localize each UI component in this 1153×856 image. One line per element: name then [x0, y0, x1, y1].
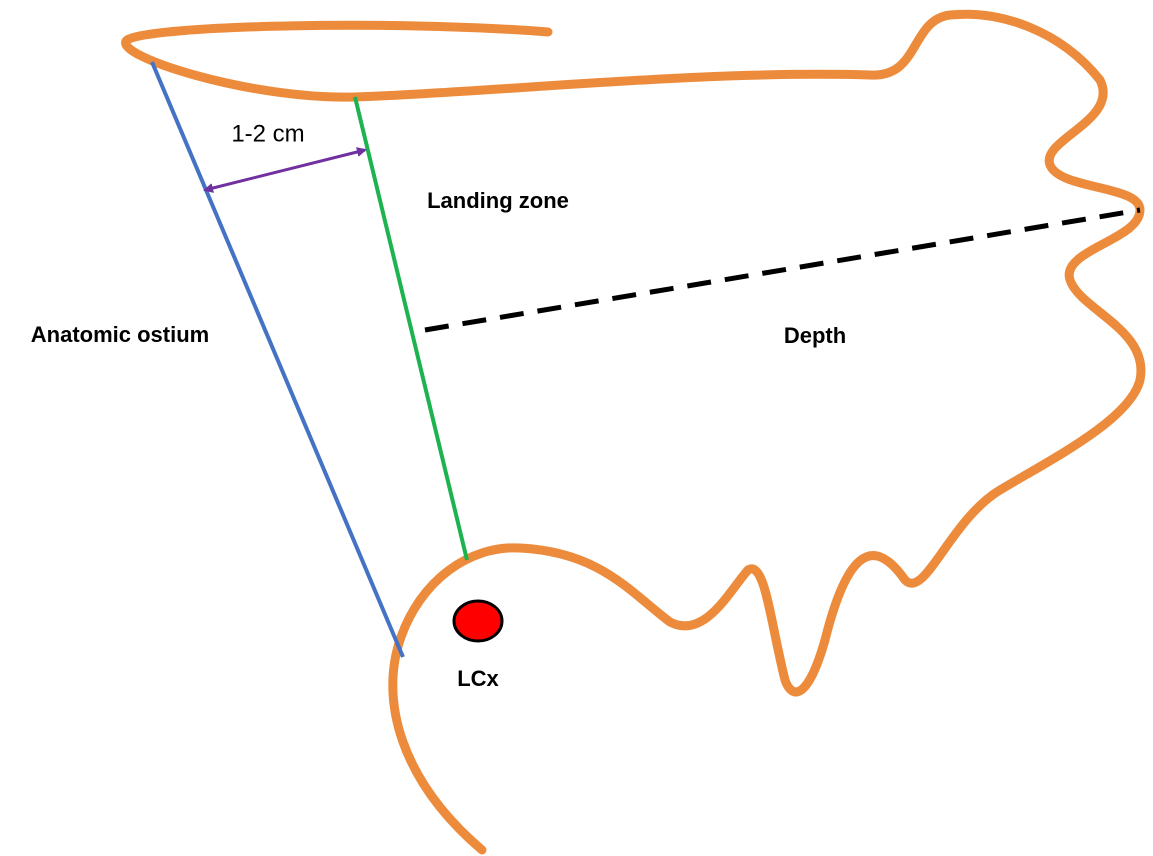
distance-arrow — [203, 147, 367, 193]
anatomic-ostium-line — [150, 61, 405, 658]
distance-label: 1-2 cm — [231, 120, 304, 147]
depth-label: Depth — [784, 323, 846, 348]
landing-zone-line — [353, 96, 469, 561]
anatomic-ostium-label: Anatomic ostium — [31, 322, 209, 347]
lcx-vessel — [452, 599, 504, 643]
lcx-label: LCx — [457, 666, 499, 691]
appendage-outline — [121, 9, 1146, 855]
depth-line — [424, 207, 1141, 333]
landing-zone-label: Landing zone — [427, 188, 569, 213]
